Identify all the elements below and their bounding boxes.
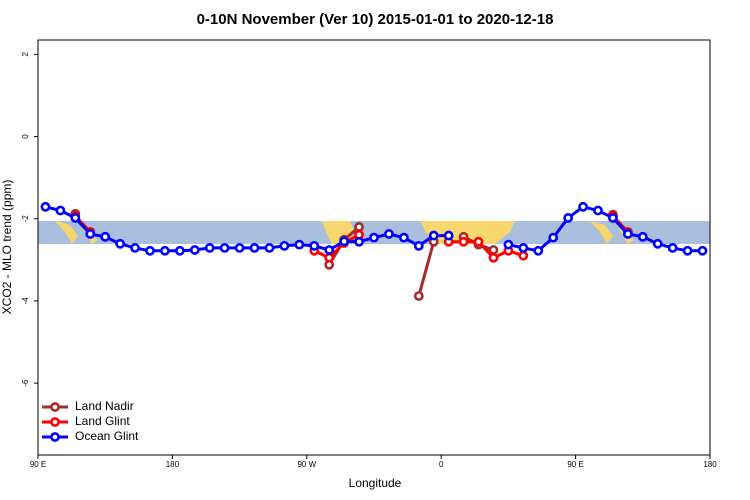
data-point bbox=[488, 245, 499, 255]
data-point bbox=[264, 243, 275, 253]
data-point bbox=[85, 229, 96, 239]
data-point bbox=[398, 232, 409, 243]
data-point bbox=[204, 243, 215, 253]
data-point bbox=[279, 240, 290, 251]
y-axis-label: XCO2 - MLO trend (ppm) bbox=[0, 180, 14, 315]
x-tick-label: 90 W bbox=[297, 460, 316, 469]
data-point bbox=[100, 231, 111, 242]
x-tick-label: 180 bbox=[703, 460, 717, 469]
y-tick-label: -6 bbox=[21, 379, 30, 387]
data-point bbox=[488, 252, 499, 263]
data-point bbox=[324, 252, 335, 263]
map-band bbox=[38, 221, 710, 244]
data-point bbox=[473, 236, 484, 247]
data-point bbox=[234, 243, 245, 253]
legend-label: Ocean Glint bbox=[75, 429, 139, 443]
data-point bbox=[219, 243, 230, 253]
data-point bbox=[458, 236, 469, 247]
data-point bbox=[518, 243, 529, 253]
data-point bbox=[160, 245, 170, 256]
data-point bbox=[309, 240, 320, 251]
x-tick-label: 180 bbox=[166, 460, 180, 469]
legend-label: Land Glint bbox=[75, 414, 130, 428]
data-point bbox=[413, 291, 424, 301]
data-point bbox=[548, 232, 559, 243]
legend-marker bbox=[50, 432, 60, 442]
data-point bbox=[354, 236, 364, 247]
chart-title: 0-10N November (Ver 10) 2015-01-01 to 20… bbox=[197, 11, 554, 28]
data-point bbox=[324, 245, 335, 255]
data-point bbox=[443, 230, 454, 241]
data-point bbox=[667, 243, 678, 253]
data-point bbox=[652, 238, 663, 249]
data-point bbox=[294, 239, 305, 250]
plot-frame bbox=[37, 39, 711, 456]
data-point bbox=[339, 236, 350, 247]
x-axis-label: Longitude bbox=[349, 476, 402, 490]
data-point bbox=[354, 222, 364, 232]
data-point bbox=[174, 245, 185, 256]
y-tick-label: 0 bbox=[21, 134, 30, 139]
x-tick-label: 0 bbox=[439, 460, 444, 469]
data-point bbox=[697, 245, 708, 256]
data-point bbox=[189, 245, 200, 255]
data-point bbox=[578, 201, 588, 212]
data-point bbox=[682, 245, 693, 256]
data-point bbox=[608, 213, 618, 223]
data-point bbox=[384, 229, 394, 239]
data-point bbox=[428, 230, 439, 241]
y-tick-label: -2 bbox=[21, 215, 30, 223]
data-point bbox=[145, 245, 155, 256]
data-point bbox=[637, 231, 648, 242]
data-point bbox=[249, 243, 260, 253]
data-point bbox=[413, 240, 424, 251]
y-tick-label: -4 bbox=[21, 297, 30, 305]
legend-label: Land Nadir bbox=[75, 399, 134, 413]
plot-data bbox=[40, 201, 708, 301]
data-point bbox=[563, 213, 574, 223]
data-point bbox=[622, 229, 633, 239]
x-tick-label: 90 E bbox=[30, 460, 46, 469]
data-point bbox=[369, 232, 379, 243]
y-tick-label: 2 bbox=[21, 52, 30, 57]
legend-marker bbox=[50, 417, 60, 427]
data-point bbox=[70, 213, 81, 223]
data-point bbox=[115, 238, 126, 249]
data-point bbox=[593, 205, 603, 216]
data-point bbox=[40, 201, 51, 212]
legend-marker bbox=[50, 402, 60, 412]
data-point bbox=[518, 250, 529, 261]
data-point bbox=[55, 205, 66, 216]
data-point bbox=[503, 239, 514, 250]
x-tick-label: 90 E bbox=[567, 460, 583, 469]
data-point bbox=[130, 243, 140, 253]
data-point bbox=[533, 245, 544, 256]
